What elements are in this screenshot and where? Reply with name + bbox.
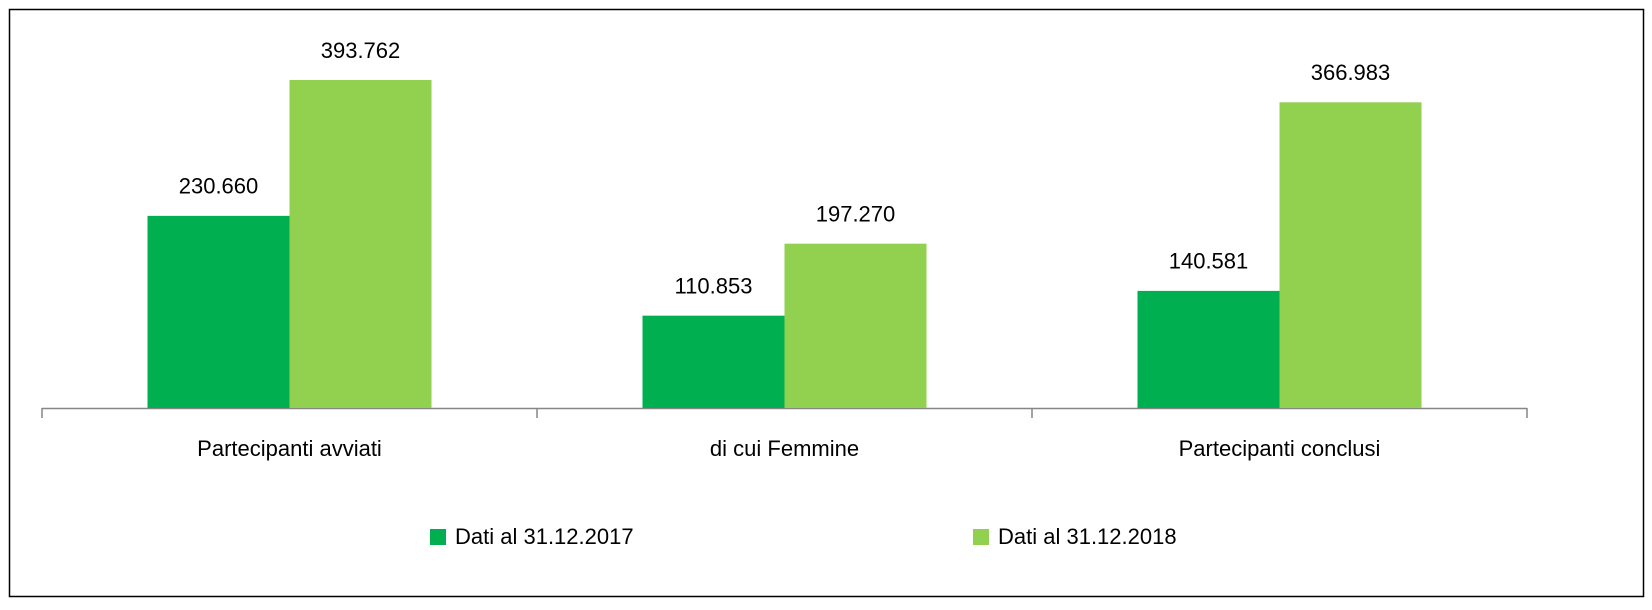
legend-label: Dati al 31.12.2018 xyxy=(998,524,1177,549)
x-tick-label: di cui Femmine xyxy=(710,436,859,461)
data-label: 197.270 xyxy=(816,201,896,226)
data-label: 230.660 xyxy=(179,174,259,199)
legend-swatch xyxy=(430,529,446,545)
bar xyxy=(1137,290,1280,408)
data-label: 140.581 xyxy=(1169,249,1249,274)
bar xyxy=(289,80,432,408)
x-tick-label: Partecipanti conclusi xyxy=(1179,436,1381,461)
bar xyxy=(642,315,785,408)
data-label: 393.762 xyxy=(321,38,401,63)
bar xyxy=(147,215,290,408)
bar xyxy=(1279,102,1422,409)
x-tick-label: Partecipanti avviati xyxy=(197,436,382,461)
legend-swatch xyxy=(973,529,989,545)
bar xyxy=(784,243,927,408)
data-label: 110.853 xyxy=(675,273,753,298)
data-label: 366.983 xyxy=(1311,60,1391,85)
legend-label: Dati al 31.12.2017 xyxy=(455,524,634,549)
